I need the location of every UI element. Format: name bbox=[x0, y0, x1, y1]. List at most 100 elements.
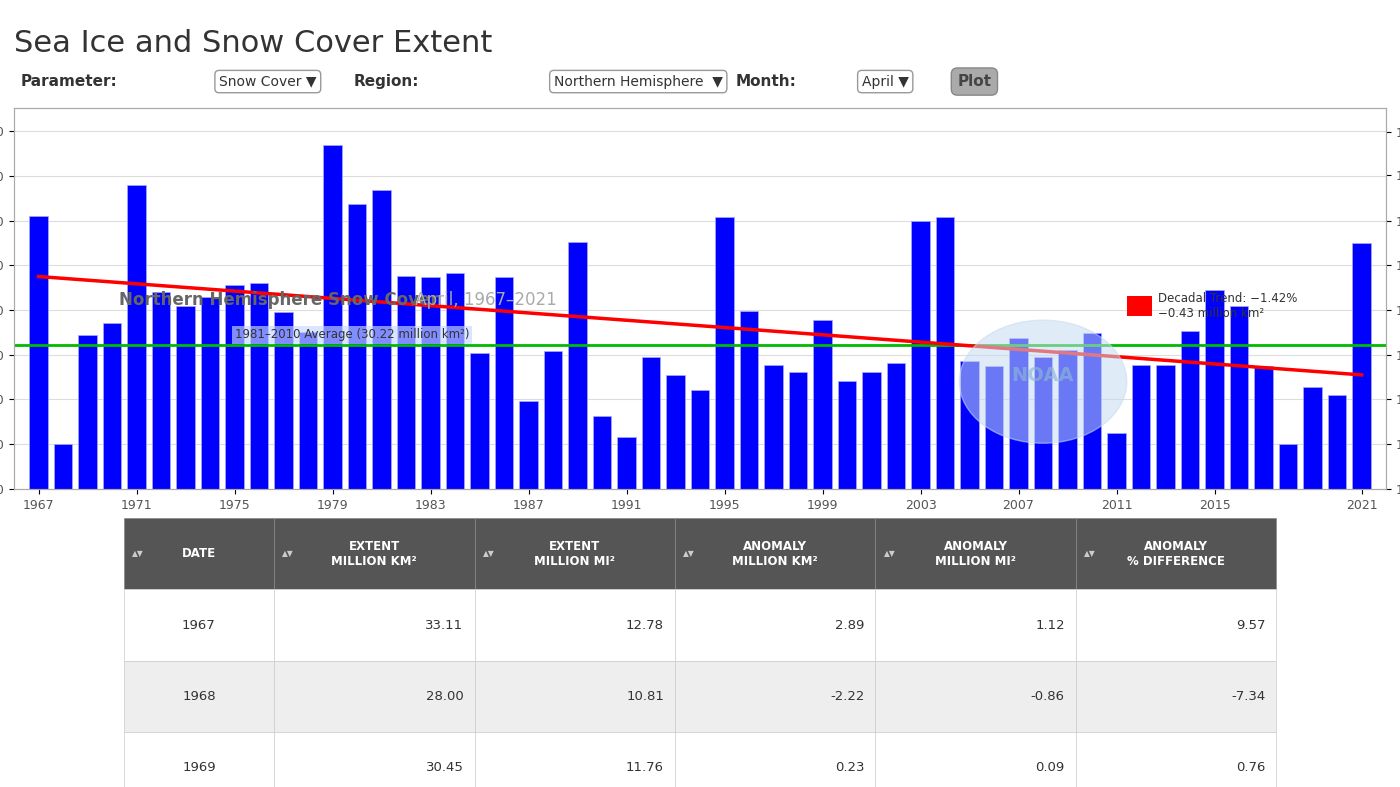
FancyBboxPatch shape bbox=[475, 660, 675, 732]
Text: EXTENT
MILLION MI²: EXTENT MILLION MI² bbox=[535, 540, 615, 568]
Bar bbox=[53, 444, 73, 787]
FancyBboxPatch shape bbox=[274, 589, 475, 660]
Bar bbox=[1303, 386, 1322, 787]
Bar bbox=[617, 438, 636, 787]
Bar bbox=[445, 273, 465, 787]
Bar bbox=[29, 216, 48, 787]
Bar bbox=[592, 416, 612, 787]
Text: 30.45: 30.45 bbox=[426, 761, 463, 774]
Bar bbox=[1033, 357, 1053, 787]
FancyBboxPatch shape bbox=[875, 589, 1075, 660]
Text: 2.89: 2.89 bbox=[834, 619, 864, 631]
Text: Parameter:: Parameter: bbox=[20, 74, 116, 89]
Text: 12.78: 12.78 bbox=[626, 619, 664, 631]
Bar bbox=[1352, 243, 1371, 787]
Text: ▲▼: ▲▼ bbox=[683, 549, 694, 559]
Text: ▲▼: ▲▼ bbox=[883, 549, 896, 559]
Bar bbox=[1254, 367, 1273, 787]
Bar bbox=[1082, 333, 1102, 787]
Bar bbox=[225, 286, 244, 787]
Text: 9.57: 9.57 bbox=[1236, 619, 1266, 631]
Text: DATE: DATE bbox=[182, 548, 216, 560]
Text: ANOMALY
MILLION MI²: ANOMALY MILLION MI² bbox=[935, 540, 1016, 568]
Text: ▲▼: ▲▼ bbox=[483, 549, 494, 559]
Text: ▲▼: ▲▼ bbox=[283, 549, 294, 559]
Text: 28.00: 28.00 bbox=[426, 689, 463, 703]
Text: Northern Hemisphere Snow Cover: Northern Hemisphere Snow Cover bbox=[119, 291, 438, 309]
Text: ANOMALY
% DIFFERENCE: ANOMALY % DIFFERENCE bbox=[1127, 540, 1225, 568]
Bar bbox=[568, 242, 587, 787]
Bar bbox=[1009, 338, 1028, 787]
Bar bbox=[396, 275, 416, 787]
Bar bbox=[347, 204, 367, 787]
FancyBboxPatch shape bbox=[123, 519, 274, 589]
Bar bbox=[274, 312, 293, 787]
Bar bbox=[764, 365, 783, 787]
Bar bbox=[1131, 365, 1151, 787]
Bar bbox=[127, 185, 146, 787]
FancyBboxPatch shape bbox=[675, 660, 875, 732]
Text: -7.34: -7.34 bbox=[1231, 689, 1266, 703]
Bar bbox=[298, 331, 318, 787]
FancyBboxPatch shape bbox=[274, 519, 475, 589]
Bar bbox=[935, 217, 955, 787]
Text: 10.81: 10.81 bbox=[626, 689, 664, 703]
Text: April ▼: April ▼ bbox=[862, 75, 909, 89]
Bar bbox=[715, 217, 734, 787]
Text: April, 1967–2021: April, 1967–2021 bbox=[410, 291, 557, 309]
Text: -2.22: -2.22 bbox=[830, 689, 864, 703]
Text: ▲▼: ▲▼ bbox=[1084, 549, 1096, 559]
Text: Sea Ice and Snow Cover Extent: Sea Ice and Snow Cover Extent bbox=[14, 29, 493, 58]
Bar bbox=[176, 305, 195, 787]
Text: Northern Hemisphere  ▼: Northern Hemisphere ▼ bbox=[554, 75, 722, 89]
Bar bbox=[151, 292, 171, 787]
FancyBboxPatch shape bbox=[875, 660, 1075, 732]
Text: 0.09: 0.09 bbox=[1036, 761, 1065, 774]
Text: 0.23: 0.23 bbox=[834, 761, 864, 774]
Bar bbox=[690, 390, 710, 787]
Text: -0.86: -0.86 bbox=[1030, 689, 1065, 703]
Bar bbox=[788, 372, 808, 787]
Text: 11.76: 11.76 bbox=[626, 761, 664, 774]
Bar bbox=[249, 283, 269, 787]
Bar bbox=[323, 145, 342, 787]
Bar bbox=[666, 375, 685, 787]
Bar bbox=[1180, 331, 1200, 787]
FancyBboxPatch shape bbox=[1075, 660, 1277, 732]
Bar bbox=[200, 297, 220, 787]
FancyBboxPatch shape bbox=[475, 732, 675, 787]
Text: EXTENT
MILLION KM²: EXTENT MILLION KM² bbox=[332, 540, 417, 568]
FancyBboxPatch shape bbox=[875, 732, 1075, 787]
Bar bbox=[78, 334, 97, 787]
FancyBboxPatch shape bbox=[274, 732, 475, 787]
FancyBboxPatch shape bbox=[1075, 732, 1277, 787]
Bar bbox=[886, 363, 906, 787]
Text: 0.76: 0.76 bbox=[1236, 761, 1266, 774]
Text: 1981–2010 Average (30.22 million km²): 1981–2010 Average (30.22 million km²) bbox=[235, 328, 469, 342]
Bar bbox=[494, 276, 514, 787]
Text: Snow Cover ▼: Snow Cover ▼ bbox=[218, 75, 316, 89]
Bar bbox=[984, 366, 1004, 787]
Bar bbox=[911, 221, 930, 787]
FancyBboxPatch shape bbox=[675, 732, 875, 787]
Bar bbox=[102, 323, 122, 787]
Bar bbox=[470, 353, 489, 787]
Text: 1967: 1967 bbox=[182, 619, 216, 631]
Bar bbox=[1107, 433, 1126, 787]
Text: Region:: Region: bbox=[353, 74, 419, 89]
Text: 1968: 1968 bbox=[182, 689, 216, 703]
FancyBboxPatch shape bbox=[1075, 519, 1277, 589]
FancyBboxPatch shape bbox=[875, 519, 1075, 589]
Bar bbox=[1327, 395, 1347, 787]
Bar bbox=[372, 190, 391, 787]
Bar bbox=[519, 401, 538, 787]
Bar bbox=[1156, 364, 1175, 787]
Circle shape bbox=[959, 320, 1127, 443]
Text: ▲▼: ▲▼ bbox=[132, 549, 144, 559]
Bar bbox=[960, 361, 979, 787]
Text: Month:: Month: bbox=[735, 74, 797, 89]
FancyBboxPatch shape bbox=[675, 519, 875, 589]
Bar bbox=[1205, 290, 1224, 787]
Bar bbox=[862, 371, 881, 787]
Text: 1.12: 1.12 bbox=[1035, 619, 1065, 631]
